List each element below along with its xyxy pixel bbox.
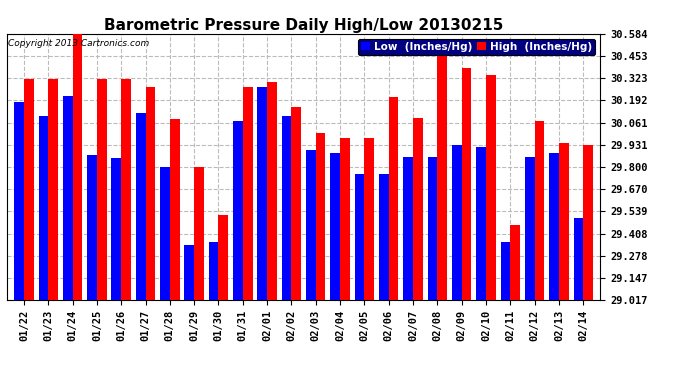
Bar — [136, 112, 146, 300]
Bar — [428, 157, 437, 300]
Bar — [437, 53, 447, 300]
Bar — [243, 87, 253, 300]
Bar — [39, 116, 48, 300]
Bar — [72, 34, 82, 300]
Bar — [306, 150, 316, 300]
Bar — [549, 153, 559, 300]
Bar — [233, 121, 243, 300]
Bar — [257, 87, 267, 300]
Bar — [462, 68, 471, 300]
Bar — [112, 159, 121, 300]
Bar — [379, 174, 388, 300]
Bar — [267, 82, 277, 300]
Bar — [219, 214, 228, 300]
Bar — [97, 79, 107, 300]
Bar — [24, 79, 34, 300]
Bar — [500, 242, 511, 300]
Bar — [87, 155, 97, 300]
Bar — [194, 167, 204, 300]
Bar — [364, 138, 374, 300]
Bar — [331, 153, 340, 300]
Bar — [452, 145, 462, 300]
Bar — [404, 157, 413, 300]
Bar — [291, 108, 301, 300]
Bar — [486, 75, 495, 300]
Bar — [525, 157, 535, 300]
Bar — [340, 138, 350, 300]
Bar — [63, 96, 72, 300]
Bar — [476, 147, 486, 300]
Bar — [282, 116, 291, 300]
Bar — [355, 174, 364, 300]
Bar — [14, 102, 24, 300]
Bar — [388, 97, 398, 300]
Title: Barometric Pressure Daily High/Low 20130215: Barometric Pressure Daily High/Low 20130… — [104, 18, 503, 33]
Text: Copyright 2013 Cartronics.com: Copyright 2013 Cartronics.com — [8, 39, 150, 48]
Bar — [184, 245, 194, 300]
Bar — [583, 145, 593, 300]
Bar — [535, 121, 544, 300]
Bar — [170, 119, 179, 300]
Bar — [209, 242, 219, 300]
Bar — [160, 167, 170, 300]
Bar — [146, 87, 155, 300]
Bar — [48, 79, 58, 300]
Bar — [559, 143, 569, 300]
Bar — [511, 225, 520, 300]
Bar — [413, 118, 423, 300]
Legend: Low  (Inches/Hg), High  (Inches/Hg): Low (Inches/Hg), High (Inches/Hg) — [358, 39, 595, 55]
Bar — [573, 218, 583, 300]
Bar — [121, 79, 131, 300]
Bar — [316, 133, 326, 300]
